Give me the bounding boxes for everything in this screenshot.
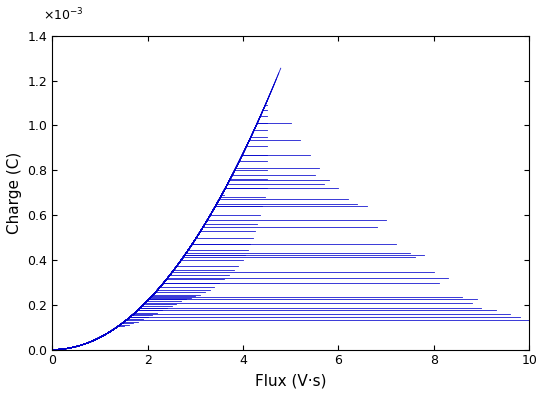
Text: $\times 10^{-3}$: $\times 10^{-3}$ bbox=[43, 7, 84, 23]
X-axis label: Flux (V·s): Flux (V·s) bbox=[255, 373, 326, 388]
Y-axis label: Charge (C): Charge (C) bbox=[7, 152, 22, 234]
